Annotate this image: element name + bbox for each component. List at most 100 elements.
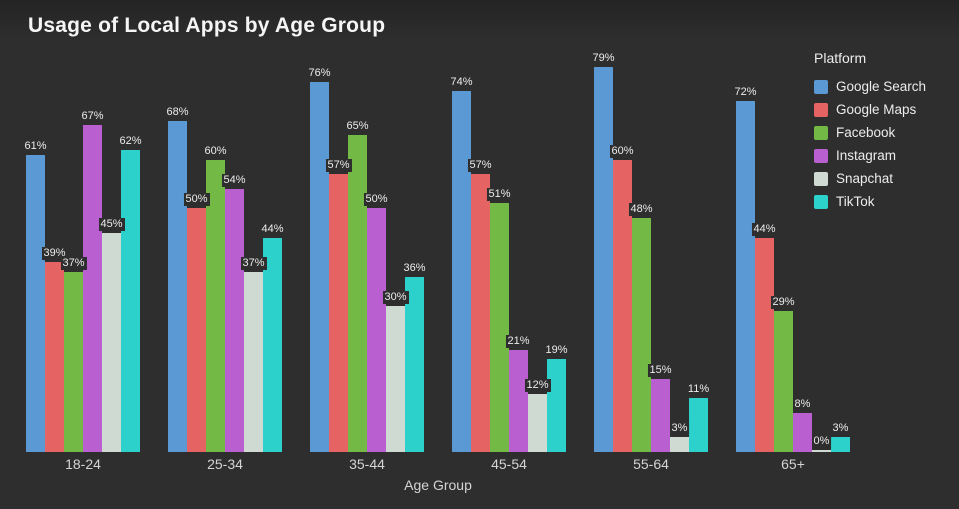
bar-value-label: 72% — [732, 86, 759, 99]
bar-value-label: 74% — [448, 76, 475, 90]
bar-wrap: 54% — [221, 173, 248, 452]
bar-wrap: 62% — [117, 134, 144, 452]
bar-facebook-55-64 — [632, 218, 651, 452]
bar-value-label: 68% — [164, 105, 191, 119]
bar-group-45-54: 74% 57% 51% 21% 12% 19% — [448, 62, 570, 452]
x-tick-label-45-54: 45-54 — [491, 456, 527, 472]
bar-wrap: 39% — [41, 246, 68, 452]
bar-facebook-25-34 — [206, 159, 225, 452]
bar-google-maps-45-54 — [471, 174, 490, 452]
bar-wrap: 68% — [164, 105, 191, 452]
bar-facebook-35-44 — [348, 135, 367, 452]
bar-tiktok-18-24 — [121, 149, 140, 452]
bar-value-label: 45% — [98, 217, 125, 231]
bar-wrap: 74% — [448, 76, 475, 452]
bar-instagram-35-44 — [367, 208, 386, 452]
bar-value-label: 44% — [751, 222, 778, 236]
bar-google-search-45-54 — [452, 91, 471, 452]
x-tick-label-25-34: 25-34 — [207, 456, 243, 472]
x-tick-label-18-24: 18-24 — [65, 456, 101, 472]
bar-google-search-25-34 — [168, 120, 187, 452]
bar-wrap: 3% — [830, 422, 851, 452]
bar-google-search-35-44 — [310, 81, 329, 452]
bar-value-label: 48% — [628, 203, 655, 216]
bar-value-label: 19% — [543, 344, 570, 358]
bar-value-label: 21% — [505, 334, 532, 348]
bar-value-label: 61% — [22, 139, 49, 153]
bar-tiktok-65- — [831, 437, 850, 452]
bar-google-maps-18-24 — [45, 261, 64, 452]
bar-wrap: 15% — [647, 363, 674, 452]
legend-items: Google Search Google Maps Facebook Instagra… — [814, 75, 926, 213]
bar-wrap: 21% — [505, 334, 532, 452]
bar-value-label: 36% — [401, 261, 428, 275]
legend-item-label: Snapchat — [836, 171, 894, 186]
bar-instagram-55-64 — [651, 378, 670, 452]
bar-wrap: 67% — [79, 110, 106, 452]
legend-swatch-instagram — [814, 148, 828, 163]
bar-tiktok-55-64 — [689, 398, 708, 452]
bar-google-maps-35-44 — [329, 174, 348, 452]
x-axis-title: Age Group — [404, 477, 472, 493]
bar-instagram-25-34 — [225, 188, 244, 452]
bar-value-label: 3% — [830, 422, 851, 436]
bar-value-label: 51% — [486, 188, 513, 202]
bar-google-maps-65- — [755, 237, 774, 452]
legend-item-label: Facebook — [836, 125, 896, 140]
bar-value-label: 37% — [60, 256, 87, 270]
bar-value-label: 79% — [590, 51, 617, 65]
bar-group-25-34: 68% 50% 60% 54% 37% 44% — [164, 62, 286, 452]
bar-snapchat-25-34 — [244, 271, 263, 452]
bar-wrap: 44% — [259, 222, 286, 452]
bar-snapchat-35-44 — [386, 305, 405, 452]
bar-value-label: 50% — [363, 193, 390, 207]
bar-wrap: 29% — [770, 295, 797, 452]
bar-value-label: 54% — [221, 173, 248, 187]
bar-wrap: 57% — [467, 159, 494, 452]
bar-google-maps-55-64 — [613, 159, 632, 452]
bar-tiktok-35-44 — [405, 276, 424, 452]
bar-value-label: 44% — [259, 222, 286, 236]
bar-instagram-65- — [793, 413, 812, 452]
bar-wrap: 37% — [60, 256, 87, 452]
bar-value-label: 11% — [685, 383, 712, 397]
bar-value-label: 8% — [792, 398, 813, 411]
bar-wrap: 50% — [183, 193, 210, 452]
bar-group-55-64: 79% 60% 48% 15% 3% 11% — [590, 51, 712, 452]
bar-wrap: 50% — [363, 193, 390, 452]
bar-snapchat-45-54 — [528, 393, 547, 452]
bar-snapchat-18-24 — [102, 232, 121, 452]
bar-value-label: 0% — [811, 435, 832, 448]
bar-wrap: 36% — [401, 261, 428, 452]
bar-wrap: 3% — [669, 422, 690, 452]
bar-wrap: 72% — [732, 86, 759, 452]
legend-title: Platform — [814, 50, 867, 66]
bar-wrap: 60% — [609, 144, 636, 452]
bar-value-label: 50% — [183, 193, 210, 207]
bar-wrap: 51% — [486, 188, 513, 452]
bar-facebook-65- — [774, 310, 793, 452]
plot-area: 61% 39% 37% 67% 45% 62% 68% 50% 60% 54% 37% 44% 76% 5… — [22, 51, 851, 452]
legend-swatch-tiktok — [814, 194, 828, 209]
bar-value-label: 60% — [609, 144, 636, 158]
bar-value-label: 12% — [524, 378, 551, 392]
bar-wrap: 57% — [325, 159, 352, 452]
bar-value-label: 29% — [770, 295, 797, 309]
x-axis-tick-labels: 18-24 25-34 35-44 45-54 55-64 65+ — [26, 456, 850, 472]
bar-value-label: 76% — [306, 66, 333, 80]
legend-swatch-facebook — [814, 125, 828, 140]
bar-value-label: 57% — [467, 159, 494, 173]
x-tick-label-55-64: 55-64 — [633, 456, 669, 472]
bar-facebook-18-24 — [64, 271, 83, 452]
bar-google-search-18-24 — [26, 154, 45, 452]
bar-wrap: 0% — [811, 435, 832, 452]
bar-wrap: 61% — [22, 139, 49, 452]
bar-value-label: 67% — [79, 110, 106, 124]
bar-instagram-18-24 — [83, 125, 102, 452]
legend-item-google-search: Google Search — [814, 75, 926, 98]
bar-wrap: 48% — [628, 203, 655, 452]
bar-snapchat-55-64 — [670, 437, 689, 452]
bar-wrap: 8% — [792, 398, 813, 452]
bar-wrap: 45% — [98, 217, 125, 452]
